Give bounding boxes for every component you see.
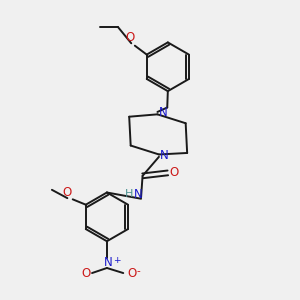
Text: -: - — [137, 267, 141, 277]
Text: N: N — [104, 256, 112, 269]
Text: N: N — [160, 148, 169, 162]
Text: O: O — [125, 32, 134, 44]
Text: O: O — [81, 266, 90, 280]
Text: N: N — [134, 188, 142, 201]
Text: O: O — [170, 167, 179, 179]
Text: +: + — [113, 256, 120, 265]
Text: N: N — [158, 106, 167, 119]
Text: H: H — [124, 189, 133, 199]
Text: O: O — [127, 266, 136, 280]
Text: O: O — [62, 186, 71, 199]
